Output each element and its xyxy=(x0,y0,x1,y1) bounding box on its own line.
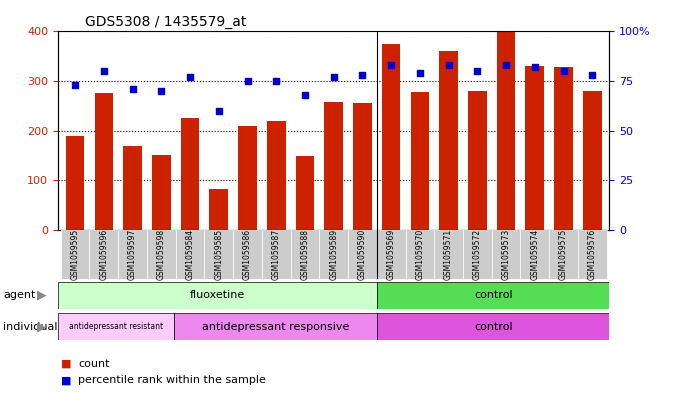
Point xyxy=(357,72,368,78)
FancyBboxPatch shape xyxy=(578,230,607,279)
Text: GSM1059588: GSM1059588 xyxy=(300,229,309,280)
Text: ▶: ▶ xyxy=(37,288,47,302)
Point xyxy=(529,64,540,70)
Bar xyxy=(468,91,487,230)
Point xyxy=(213,108,224,114)
Text: GSM1059585: GSM1059585 xyxy=(215,229,223,280)
Text: GSM1059597: GSM1059597 xyxy=(128,229,137,280)
Text: GSM1059596: GSM1059596 xyxy=(99,229,108,280)
Text: GSM1059587: GSM1059587 xyxy=(272,229,281,280)
Bar xyxy=(267,121,285,230)
Text: antidepressant resistant: antidepressant resistant xyxy=(69,322,163,331)
Bar xyxy=(382,44,400,230)
Text: GSM1059586: GSM1059586 xyxy=(243,229,252,280)
Bar xyxy=(324,102,343,230)
Point xyxy=(443,62,454,68)
Text: GSM1059595: GSM1059595 xyxy=(71,229,80,280)
FancyBboxPatch shape xyxy=(492,230,520,279)
Text: GSM1059574: GSM1059574 xyxy=(530,229,539,280)
Point xyxy=(501,62,511,68)
Text: GSM1059576: GSM1059576 xyxy=(588,229,597,280)
Point xyxy=(587,72,598,78)
FancyBboxPatch shape xyxy=(463,230,492,279)
Text: GSM1059584: GSM1059584 xyxy=(185,229,195,280)
FancyBboxPatch shape xyxy=(204,230,233,279)
FancyBboxPatch shape xyxy=(348,230,377,279)
Text: GSM1059575: GSM1059575 xyxy=(559,229,568,280)
Bar xyxy=(411,92,429,230)
Text: individual: individual xyxy=(3,321,58,332)
FancyBboxPatch shape xyxy=(233,230,262,279)
FancyBboxPatch shape xyxy=(174,313,377,340)
FancyBboxPatch shape xyxy=(61,230,89,279)
Point xyxy=(98,68,109,74)
Text: count: count xyxy=(78,358,110,369)
Bar xyxy=(152,156,171,230)
Text: GSM1059589: GSM1059589 xyxy=(329,229,338,280)
Text: antidepressant responsive: antidepressant responsive xyxy=(202,321,349,332)
FancyBboxPatch shape xyxy=(520,230,549,279)
Point xyxy=(328,74,339,80)
Point xyxy=(127,86,138,92)
Bar xyxy=(353,103,372,230)
Text: GSM1059572: GSM1059572 xyxy=(473,229,482,280)
Text: control: control xyxy=(474,290,513,300)
FancyBboxPatch shape xyxy=(377,313,609,340)
Text: GSM1059590: GSM1059590 xyxy=(358,229,367,280)
Text: GSM1059570: GSM1059570 xyxy=(415,229,424,280)
FancyBboxPatch shape xyxy=(89,230,118,279)
Bar xyxy=(180,118,200,230)
FancyBboxPatch shape xyxy=(291,230,319,279)
Point xyxy=(156,88,167,94)
Text: GSM1059571: GSM1059571 xyxy=(444,229,453,280)
Bar xyxy=(583,91,601,230)
Text: percentile rank within the sample: percentile rank within the sample xyxy=(78,375,266,386)
Text: control: control xyxy=(474,321,513,332)
Point xyxy=(558,68,569,74)
FancyBboxPatch shape xyxy=(58,313,174,340)
Text: ▶: ▶ xyxy=(37,320,47,333)
Bar xyxy=(238,126,257,230)
Text: GSM1059569: GSM1059569 xyxy=(387,229,396,280)
FancyBboxPatch shape xyxy=(262,230,291,279)
Text: agent: agent xyxy=(3,290,36,300)
FancyBboxPatch shape xyxy=(377,230,405,279)
FancyBboxPatch shape xyxy=(147,230,176,279)
FancyBboxPatch shape xyxy=(176,230,204,279)
FancyBboxPatch shape xyxy=(319,230,348,279)
Point xyxy=(185,74,195,80)
Point xyxy=(271,78,282,84)
Bar xyxy=(526,66,544,230)
Bar xyxy=(123,145,142,230)
Bar xyxy=(554,67,573,230)
FancyBboxPatch shape xyxy=(118,230,147,279)
Bar xyxy=(66,136,84,230)
Point xyxy=(300,92,311,98)
Text: GDS5308 / 1435579_at: GDS5308 / 1435579_at xyxy=(86,15,247,29)
Text: GSM1059573: GSM1059573 xyxy=(502,229,511,280)
Text: fluoxetine: fluoxetine xyxy=(190,290,245,300)
FancyBboxPatch shape xyxy=(549,230,578,279)
Bar xyxy=(210,189,228,230)
Point xyxy=(415,70,426,76)
Point xyxy=(69,82,80,88)
FancyBboxPatch shape xyxy=(58,282,377,309)
FancyBboxPatch shape xyxy=(405,230,434,279)
Bar xyxy=(296,156,315,230)
FancyBboxPatch shape xyxy=(377,282,609,309)
Bar xyxy=(496,33,516,230)
Text: ■: ■ xyxy=(61,375,72,386)
Text: ■: ■ xyxy=(61,358,72,369)
Point xyxy=(385,62,396,68)
Text: GSM1059598: GSM1059598 xyxy=(157,229,165,280)
Point xyxy=(472,68,483,74)
FancyBboxPatch shape xyxy=(434,230,463,279)
Bar xyxy=(439,51,458,230)
Bar xyxy=(95,94,113,230)
Point xyxy=(242,78,253,84)
